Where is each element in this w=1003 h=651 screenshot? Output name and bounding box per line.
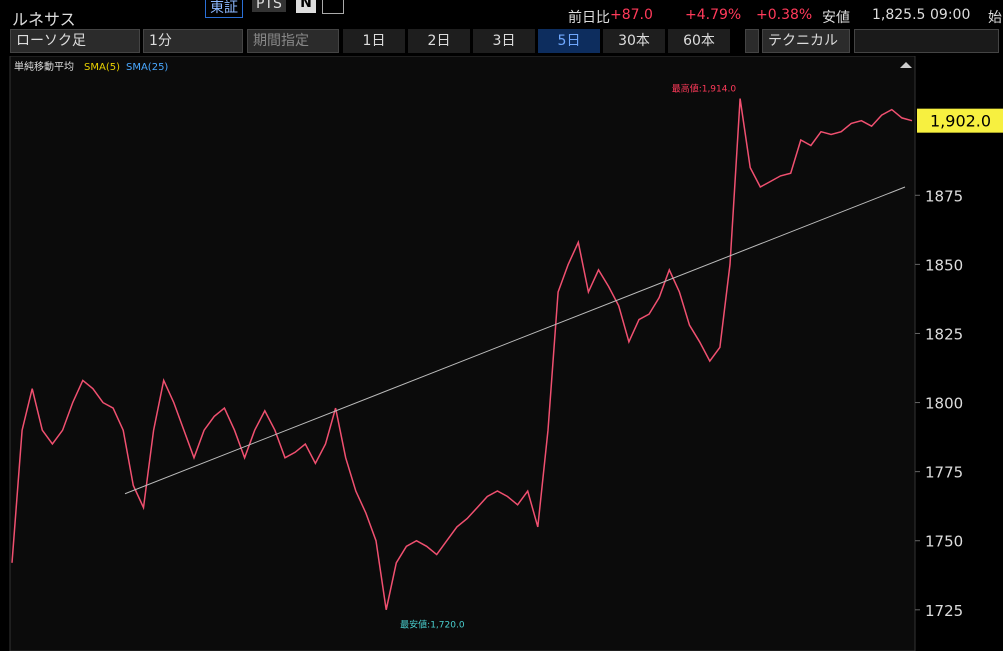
y-tick-label: 1725 (925, 602, 963, 620)
label: 安値 (822, 10, 850, 26)
range-button[interactable]: 5日 (538, 29, 600, 53)
dropdown[interactable]: ローソク足 (10, 29, 140, 53)
last-price-box (917, 108, 1003, 133)
last-price-label: 1,902.0 (930, 112, 991, 131)
trend-line (124, 186, 906, 495)
tab[interactable]: PTS (252, 0, 286, 12)
tab[interactable]: 東証 (205, 0, 243, 18)
low-label: 最安値:1,720.0 (400, 619, 465, 631)
y-tick-label: 1875 (925, 187, 963, 205)
dropdown[interactable] (745, 29, 759, 53)
label: 始 (988, 10, 1002, 26)
range-button[interactable]: 1日 (343, 29, 405, 53)
price-line (11, 98, 913, 610)
plot-area (9, 56, 916, 651)
dropdown[interactable]: 期間指定 (247, 29, 339, 53)
range-button[interactable]: 60本 (668, 29, 730, 53)
range-button[interactable]: 3日 (473, 29, 535, 53)
button[interactable]: テクニカル (762, 29, 850, 53)
dropdown[interactable]: 1分 (143, 29, 243, 53)
change: +87.0 (610, 7, 653, 23)
icon-bar[interactable] (854, 29, 999, 53)
range-button[interactable]: 2日 (408, 29, 470, 53)
time: 09:00 (930, 7, 971, 23)
range-button[interactable]: 30本 (603, 29, 665, 53)
legend-title: 単純移動平均 (14, 60, 74, 73)
icon[interactable] (322, 0, 344, 14)
y-tick-label: 1825 (925, 325, 963, 343)
chart: 単純移動平均 1725 1750 1775 1800 1825 1850 1875 SMA(5… (9, 56, 1003, 651)
y-tick-label: 1775 (925, 464, 963, 482)
y-tick-label: 1850 (925, 256, 963, 274)
value: 1,825.5 (872, 7, 926, 23)
legend-entry: SMA(5) (84, 62, 120, 73)
scroll-arrow (900, 62, 912, 68)
high-label: 最高値:1,914.0 (672, 83, 737, 95)
icon[interactable]: N (296, 0, 316, 13)
change: +0.38% (756, 7, 813, 23)
change: +4.79% (685, 7, 742, 23)
label: 前日比 (568, 10, 610, 26)
y-tick-label: 1800 (925, 395, 963, 413)
legend-entry: SMA(25) (126, 62, 168, 73)
y-tick-label: 1750 (925, 533, 963, 551)
stock-name: ルネサス (12, 10, 76, 29)
